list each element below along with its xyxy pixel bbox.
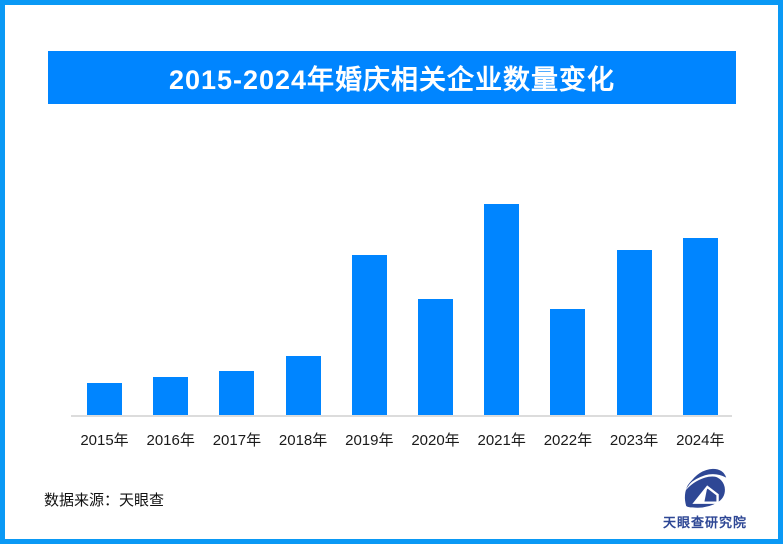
x-axis-label-2022: 2022年 <box>543 432 593 449</box>
bar-2019 <box>351 255 387 415</box>
brand-logo-label: 天眼查研究院 <box>662 515 747 530</box>
x-axis-label-2021: 2021年 <box>477 432 526 449</box>
bar-2018 <box>285 356 321 415</box>
x-axis-label-2015: 2015年 <box>80 432 129 449</box>
bar-2016 <box>153 377 189 415</box>
bar-chart: 2015年 2016年 2017年 2018年 2019年 2020年 2021年 2022年… <box>71 204 732 449</box>
bar-2022 <box>550 309 586 415</box>
x-axis-label-2018: 2018年 <box>278 432 328 449</box>
bar-2017 <box>219 371 255 415</box>
data-source-note: 数据来源：天眼查 <box>44 492 165 509</box>
page-title: 2015-2024年婚庆相关企业数量变化 <box>168 65 616 95</box>
x-axis-label-2017: 2017年 <box>212 432 262 449</box>
brand-logo: 天眼查研究院 <box>650 465 760 531</box>
x-axis-label-2024: 2024年 <box>676 432 725 449</box>
bar-2021 <box>484 204 520 415</box>
chart-title-banner: 2015-2024年婚庆相关企业数量变化 <box>48 51 736 104</box>
x-axis-label-2016: 2016年 <box>146 432 195 449</box>
x-axis-label-2023: 2023年 <box>609 432 659 449</box>
bar-2015 <box>87 383 122 415</box>
bar-2024 <box>682 238 718 415</box>
tianyancha-logo-icon <box>684 468 727 508</box>
bar-2020 <box>418 299 453 415</box>
x-axis-label-2020: 2020年 <box>411 432 460 449</box>
bar-2023 <box>616 250 652 415</box>
x-axis-label-2019: 2019年 <box>345 432 394 449</box>
